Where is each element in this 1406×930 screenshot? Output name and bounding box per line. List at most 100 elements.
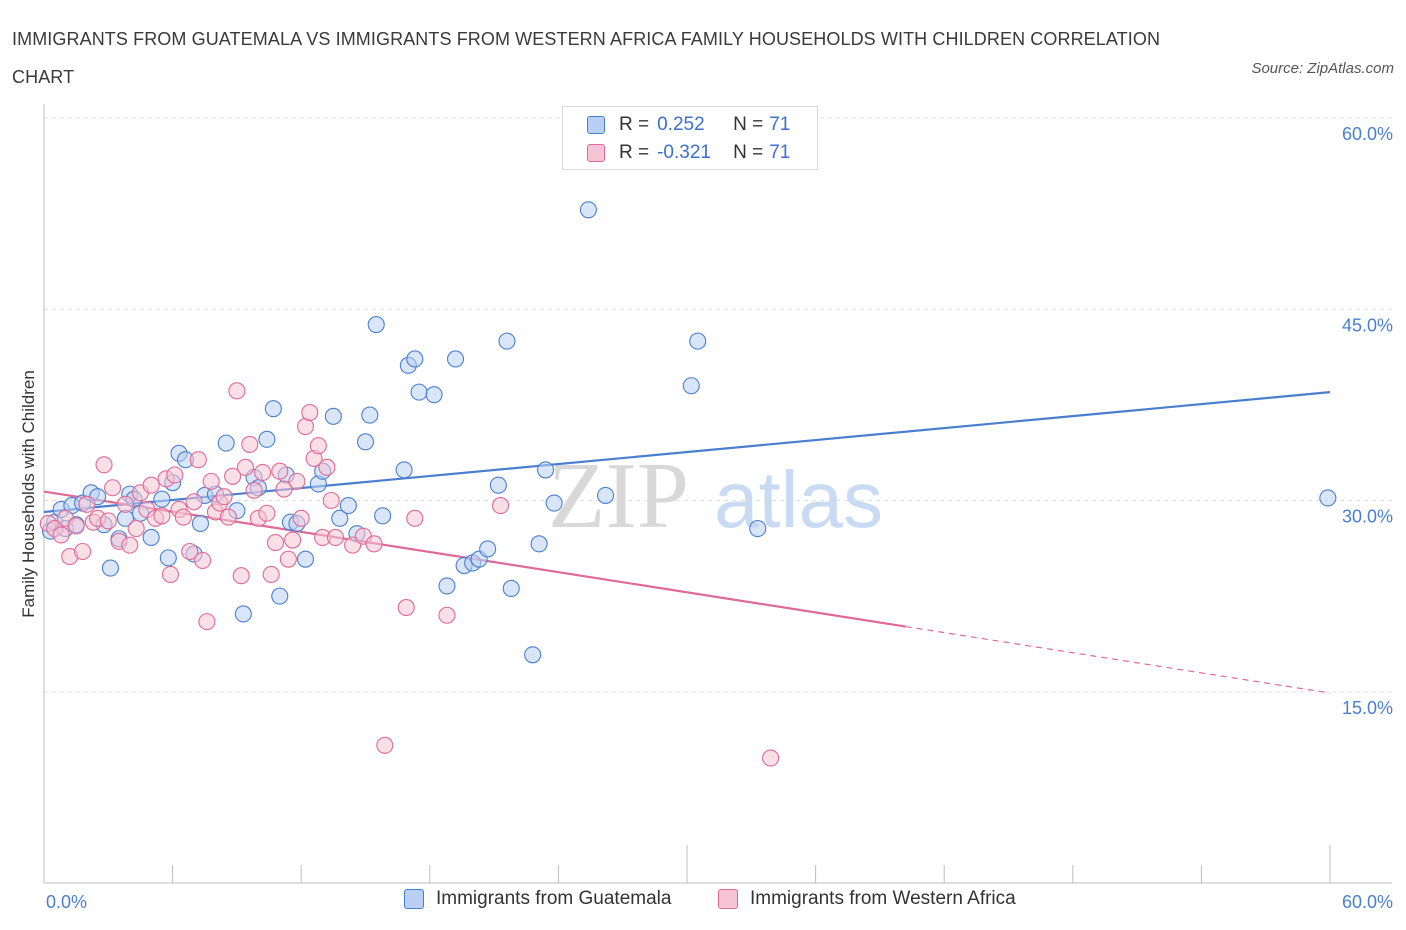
point-western-africa	[194, 551, 212, 569]
point-guatemala	[425, 386, 443, 404]
series-legend: Immigrants from Guatemala Immigrants fro…	[0, 888, 1406, 916]
point-guatemala	[153, 490, 171, 508]
point-western-africa	[185, 493, 203, 511]
point-guatemala	[498, 332, 516, 350]
point-guatemala	[258, 430, 276, 448]
x-tick-label: 0.0%	[46, 892, 87, 912]
y-axis-label: Family Households with Children	[19, 370, 38, 618]
legend-row-guatemala: R = 0.252 N = 71	[587, 111, 790, 139]
n-value: 71	[769, 142, 791, 163]
point-western-africa	[215, 488, 233, 506]
point-western-africa	[78, 495, 96, 513]
r-value: -0.321	[657, 142, 711, 163]
point-western-africa	[288, 472, 306, 490]
point-western-africa	[309, 437, 327, 455]
point-western-africa	[322, 491, 340, 510]
point-guatemala	[217, 434, 235, 452]
point-guatemala	[597, 486, 615, 504]
point-guatemala	[191, 514, 210, 533]
point-western-africa	[406, 509, 424, 527]
point-guatemala	[579, 201, 597, 219]
point-western-africa	[271, 462, 289, 480]
point-western-africa	[189, 451, 207, 469]
point-guatemala	[502, 579, 520, 598]
n-value: 71	[769, 114, 791, 135]
point-guatemala	[271, 587, 289, 605]
point-western-africa	[181, 542, 199, 561]
point-western-africa	[365, 535, 383, 553]
point-western-africa	[397, 599, 415, 617]
point-western-africa	[104, 479, 122, 497]
point-western-africa	[224, 467, 242, 485]
point-guatemala	[367, 315, 385, 334]
point-western-africa	[174, 508, 192, 526]
point-western-africa	[52, 526, 70, 544]
point-western-africa	[762, 749, 780, 767]
point-western-africa	[438, 606, 456, 624]
point-guatemala	[361, 406, 379, 424]
point-guatemala	[749, 519, 767, 538]
point-western-africa	[219, 508, 237, 526]
point-guatemala	[446, 350, 465, 368]
point-western-africa	[99, 512, 117, 530]
point-western-africa	[254, 463, 272, 482]
point-western-africa	[236, 458, 255, 476]
legend-label: Immigrants from Western Africa	[750, 888, 1016, 909]
point-guatemala	[356, 433, 375, 451]
point-western-africa	[127, 519, 145, 538]
point-western-africa	[202, 472, 220, 490]
data-points	[39, 201, 1337, 767]
point-guatemala	[264, 400, 282, 418]
source-label: Source: ZipAtlas.com	[1251, 60, 1394, 77]
point-western-africa	[376, 736, 394, 754]
point-western-africa	[258, 504, 276, 522]
point-western-africa	[275, 480, 293, 498]
r-label: R =	[619, 142, 650, 163]
point-western-africa	[95, 456, 113, 474]
y-tick-label: 45.0%	[1342, 315, 1393, 335]
point-guatemala	[331, 509, 349, 527]
point-guatemala	[530, 535, 548, 553]
point-guatemala	[395, 461, 413, 479]
point-guatemala	[101, 559, 119, 577]
point-guatemala	[479, 540, 497, 558]
axes	[43, 104, 1392, 884]
watermark-atlas: atlas	[714, 455, 883, 544]
legend-row-western-africa: R = -0.321 N = 71	[587, 139, 790, 167]
point-western-africa	[166, 466, 184, 484]
n-label: N =	[733, 142, 764, 163]
tick-labels: 15.0% 30.0% 45.0% 60.0% 0.0% 60.0%	[46, 124, 1393, 912]
point-western-africa	[262, 565, 280, 584]
y-tick-label: 30.0%	[1342, 507, 1393, 527]
point-guatemala	[142, 528, 160, 547]
point-western-africa	[153, 507, 171, 525]
point-guatemala	[296, 550, 315, 568]
point-guatemala	[374, 507, 392, 525]
point-western-africa	[491, 497, 510, 515]
point-western-africa	[116, 495, 134, 513]
r-label: R =	[619, 114, 650, 135]
point-guatemala	[524, 646, 542, 664]
point-western-africa	[266, 534, 285, 552]
point-guatemala	[324, 407, 342, 425]
trend-line-western-africa-extension	[905, 625, 1331, 694]
point-western-africa	[292, 509, 310, 527]
legend-swatch-western-africa	[718, 889, 738, 909]
point-guatemala	[438, 577, 456, 595]
point-guatemala	[1319, 489, 1337, 507]
point-western-africa	[142, 476, 160, 494]
y-tick-label: 15.0%	[1342, 698, 1393, 718]
watermark-zip: ZIP	[548, 444, 689, 548]
point-guatemala	[489, 476, 507, 494]
legend-item-guatemala: Immigrants from Guatemala	[404, 888, 671, 910]
y-tick-label: 60.0%	[1342, 124, 1393, 144]
point-western-africa	[326, 528, 345, 547]
legend-swatch-western-africa	[587, 144, 605, 162]
point-western-africa	[67, 517, 85, 535]
point-guatemala	[159, 549, 177, 567]
x-tick-label: 60.0%	[1342, 892, 1393, 912]
point-western-africa	[198, 613, 216, 631]
point-guatemala	[682, 377, 700, 395]
point-western-africa	[161, 565, 180, 584]
